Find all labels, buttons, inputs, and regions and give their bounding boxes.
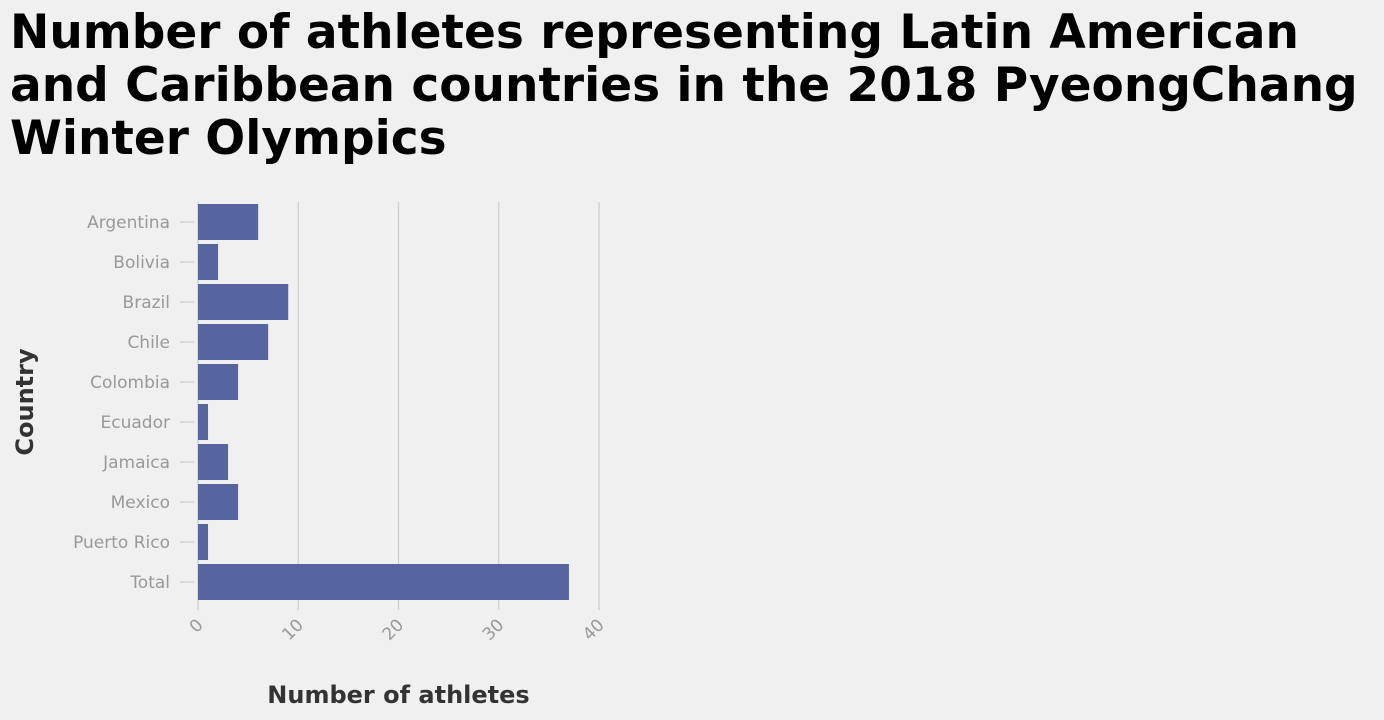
bars [198,204,569,600]
bar-puerto-rico [198,524,209,560]
y-axis: Argentina Bolivia Brazil Chile Colombia Ecuad… [73,213,194,593]
x-tick-label: 40 [579,615,608,644]
y-tick-label: Jamaica [102,453,170,473]
y-tick-label: Bolivia [113,253,170,273]
bar-colombia [198,364,239,400]
bar-argentina [198,204,259,240]
y-tick-label: Total [129,573,170,593]
chart-title: Number of athletes representing Latin Am… [10,5,1358,166]
bar-chile [198,324,269,360]
x-tick-label: 20 [379,615,408,644]
y-axis-title: Country [11,348,39,456]
bar-jamaica [198,444,229,480]
y-tick-label: Chile [127,333,170,353]
grid-lines [197,202,600,602]
y-tick-label: Argentina [87,213,170,233]
x-tick-label: 0 [186,615,208,637]
bar-total [198,564,569,600]
y-tick-label: Mexico [111,493,170,513]
bar-mexico [198,484,239,520]
x-axis-title: Number of athletes [267,681,529,709]
y-tick-label: Colombia [90,373,170,393]
y-tick-label: Ecuador [101,413,170,433]
bar-ecuador [198,404,209,440]
x-tick-label: 10 [278,615,307,644]
y-tick-label: Puerto Rico [73,533,170,553]
y-tick-label: Brazil [123,293,170,313]
x-axis: 0 10 20 30 40 [186,602,609,645]
bar-bolivia [198,244,219,280]
x-tick-label: 30 [479,615,508,644]
bar-brazil [198,284,289,320]
